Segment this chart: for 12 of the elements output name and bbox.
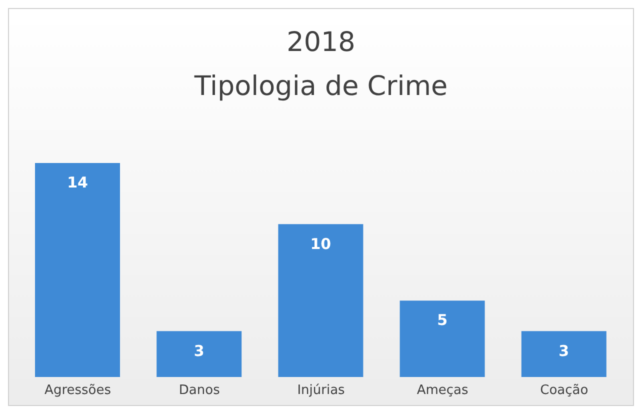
data-label: 14 — [67, 174, 88, 192]
data-label: 3 — [194, 342, 204, 360]
data-label: 10 — [310, 234, 332, 253]
x-tick-label: Ameças — [416, 383, 469, 398]
x-tick-label: Injúrias — [297, 383, 346, 398]
x-tick-label: Coação — [540, 383, 588, 398]
x-tick-label: Agressões — [44, 383, 112, 398]
chart-title: 2018 — [286, 27, 356, 58]
chart-subtitle: Tipologia de Crime — [193, 71, 449, 102]
x-tick-label: Danos — [178, 383, 220, 398]
data-label: 5 — [437, 311, 448, 330]
data-label: 3 — [558, 342, 570, 360]
